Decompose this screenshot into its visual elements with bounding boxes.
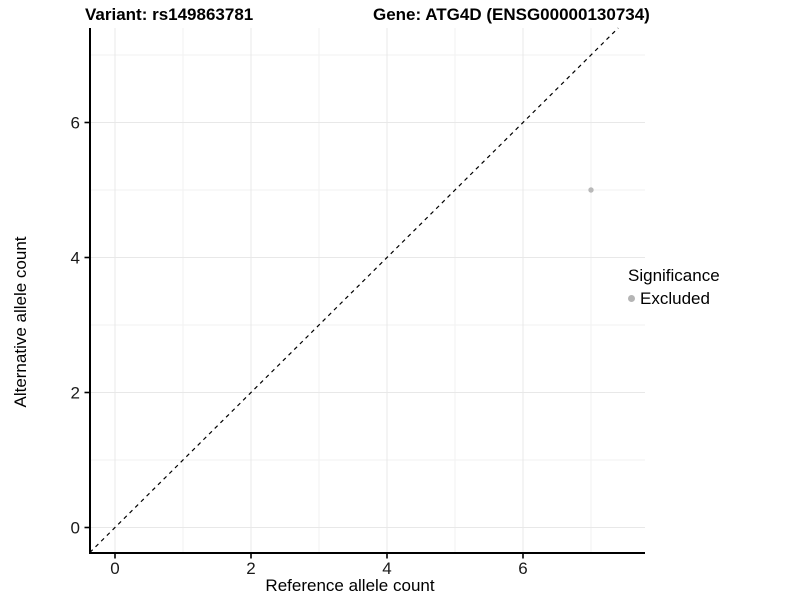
svg-text:4: 4	[71, 249, 80, 268]
svg-text:0: 0	[71, 519, 80, 538]
legend: Significance Excluded	[628, 266, 720, 308]
legend-point-icon	[628, 295, 635, 302]
legend-item-excluded: Excluded	[628, 289, 720, 308]
legend-title: Significance	[628, 266, 720, 285]
svg-text:6: 6	[71, 114, 80, 133]
gene-title: Gene: ATG4D (ENSG00000130734)	[373, 5, 650, 24]
x-axis-title: Reference allele count	[265, 576, 435, 595]
y-axis-title: Alternative allele count	[11, 236, 30, 408]
svg-text:2: 2	[71, 384, 80, 403]
svg-text:0: 0	[110, 559, 119, 578]
variant-title: Variant: rs149863781	[85, 5, 254, 24]
svg-text:2: 2	[246, 559, 255, 578]
svg-text:6: 6	[518, 559, 527, 578]
legend-item-label: Excluded	[640, 289, 710, 308]
svg-text:4: 4	[382, 559, 391, 578]
